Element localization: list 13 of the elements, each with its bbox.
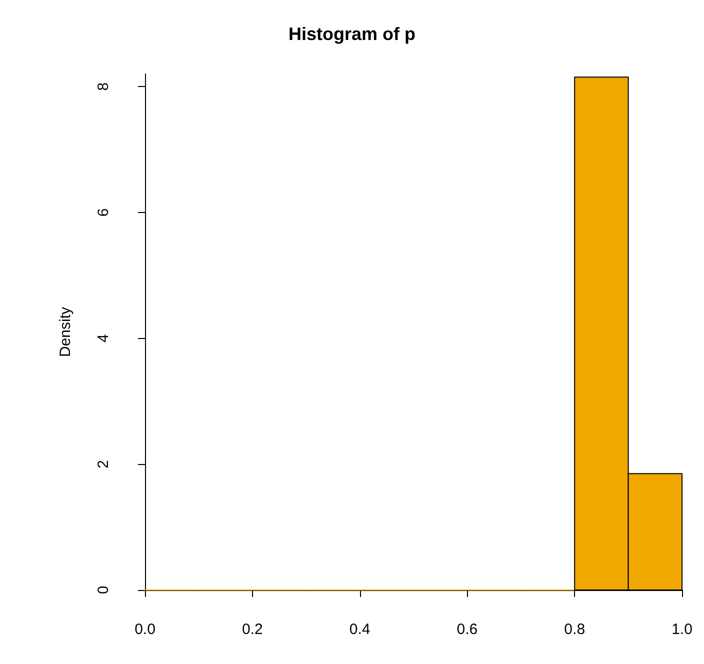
y-tick-label: 4	[95, 334, 112, 342]
y-tick-label: 8	[95, 82, 112, 91]
chart-title: Histogram of p	[288, 24, 416, 44]
x-tick-label: 0.4	[349, 621, 370, 638]
y-axis-title: Density	[57, 306, 74, 358]
y-tick-label: 0	[95, 586, 112, 594]
y-tick-label: 6	[95, 208, 112, 217]
x-tick-label: 0.2	[242, 621, 263, 638]
x-tick-label: 0.6	[456, 621, 478, 638]
x-tick-label: 0.8	[564, 621, 586, 638]
x-tick-label: 1.0	[672, 621, 692, 638]
y-tick-label: 2	[95, 460, 112, 468]
x-tick-label: 0.0	[134, 621, 156, 638]
